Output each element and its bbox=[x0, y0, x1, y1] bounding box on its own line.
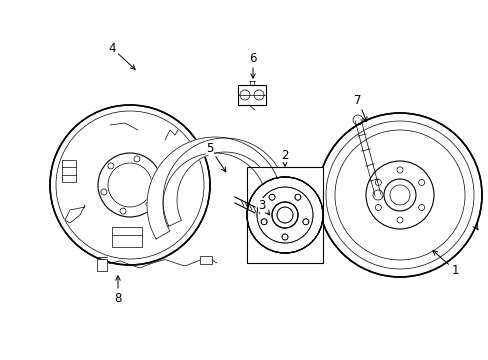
Polygon shape bbox=[163, 138, 286, 226]
Bar bbox=[200, 256, 212, 264]
Text: 3: 3 bbox=[258, 198, 269, 215]
Bar bbox=[238, 85, 265, 105]
Text: 5: 5 bbox=[206, 141, 225, 172]
Bar bbox=[62, 160, 76, 182]
Circle shape bbox=[246, 177, 323, 253]
Polygon shape bbox=[65, 205, 85, 223]
Circle shape bbox=[246, 177, 323, 253]
Text: 4: 4 bbox=[108, 41, 135, 69]
Text: 8: 8 bbox=[114, 276, 122, 305]
Text: 6: 6 bbox=[249, 51, 256, 78]
Bar bbox=[97, 259, 107, 271]
Bar bbox=[246, 167, 323, 263]
Polygon shape bbox=[147, 137, 283, 239]
Text: 1: 1 bbox=[432, 251, 458, 276]
Bar bbox=[112, 227, 142, 247]
Text: 7: 7 bbox=[353, 94, 366, 121]
Circle shape bbox=[50, 105, 209, 265]
Text: 2: 2 bbox=[281, 149, 288, 166]
Circle shape bbox=[317, 113, 481, 277]
